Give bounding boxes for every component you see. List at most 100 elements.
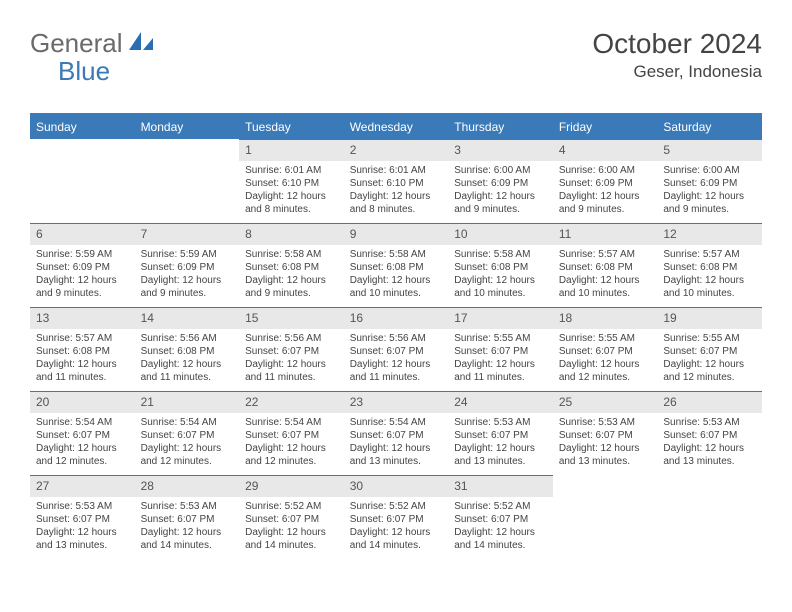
- calendar-week-row: 20Sunrise: 5:54 AMSunset: 6:07 PMDayligh…: [30, 391, 762, 475]
- daylight-text: Daylight: 12 hours and 8 minutes.: [245, 190, 338, 216]
- day-number: 1: [239, 139, 344, 161]
- calendar-cell: 9Sunrise: 5:58 AMSunset: 6:08 PMDaylight…: [344, 223, 449, 307]
- day-number: 29: [239, 475, 344, 497]
- day-number: 3: [448, 139, 553, 161]
- sunset-text: Sunset: 6:07 PM: [245, 429, 338, 442]
- daylight-text: Daylight: 12 hours and 9 minutes.: [454, 190, 547, 216]
- sunset-text: Sunset: 6:07 PM: [245, 513, 338, 526]
- sunset-text: Sunset: 6:10 PM: [350, 177, 443, 190]
- sunrise-text: Sunrise: 5:52 AM: [245, 500, 338, 513]
- day-number: 21: [135, 391, 240, 413]
- daylight-text: Daylight: 12 hours and 11 minutes.: [454, 358, 547, 384]
- day-body: Sunrise: 5:54 AMSunset: 6:07 PMDaylight:…: [30, 413, 135, 472]
- daylight-text: Daylight: 12 hours and 12 minutes.: [141, 442, 234, 468]
- calendar-cell: 6Sunrise: 5:59 AMSunset: 6:09 PMDaylight…: [30, 223, 135, 307]
- sunrise-text: Sunrise: 5:58 AM: [454, 248, 547, 261]
- day-body: Sunrise: 5:56 AMSunset: 6:08 PMDaylight:…: [135, 329, 240, 388]
- daylight-text: Daylight: 12 hours and 14 minutes.: [454, 526, 547, 552]
- sunset-text: Sunset: 6:07 PM: [454, 429, 547, 442]
- sunrise-text: Sunrise: 5:57 AM: [559, 248, 652, 261]
- daylight-text: Daylight: 12 hours and 9 minutes.: [245, 274, 338, 300]
- day-number: 4: [553, 139, 658, 161]
- day-body: Sunrise: 5:59 AMSunset: 6:09 PMDaylight:…: [135, 245, 240, 304]
- calendar-cell: 26Sunrise: 5:53 AMSunset: 6:07 PMDayligh…: [657, 391, 762, 475]
- daylight-text: Daylight: 12 hours and 11 minutes.: [36, 358, 129, 384]
- weekday-saturday: Saturday: [657, 114, 762, 139]
- calendar-cell: 16Sunrise: 5:56 AMSunset: 6:07 PMDayligh…: [344, 307, 449, 391]
- sunrise-text: Sunrise: 5:55 AM: [454, 332, 547, 345]
- daylight-text: Daylight: 12 hours and 9 minutes.: [36, 274, 129, 300]
- sunset-text: Sunset: 6:10 PM: [245, 177, 338, 190]
- calendar-cell: 11Sunrise: 5:57 AMSunset: 6:08 PMDayligh…: [553, 223, 658, 307]
- day-body: Sunrise: 5:56 AMSunset: 6:07 PMDaylight:…: [344, 329, 449, 388]
- day-number: 6: [30, 223, 135, 245]
- daylight-text: Daylight: 12 hours and 12 minutes.: [36, 442, 129, 468]
- sunrise-text: Sunrise: 5:54 AM: [141, 416, 234, 429]
- calendar-cell: [553, 475, 658, 559]
- logo-blue: Blue: [58, 56, 110, 86]
- day-body: Sunrise: 6:00 AMSunset: 6:09 PMDaylight:…: [448, 161, 553, 220]
- calendar-cell: 30Sunrise: 5:52 AMSunset: 6:07 PMDayligh…: [344, 475, 449, 559]
- calendar-cell: 15Sunrise: 5:56 AMSunset: 6:07 PMDayligh…: [239, 307, 344, 391]
- day-body: Sunrise: 5:54 AMSunset: 6:07 PMDaylight:…: [344, 413, 449, 472]
- daylight-text: Daylight: 12 hours and 11 minutes.: [350, 358, 443, 384]
- day-body: Sunrise: 5:57 AMSunset: 6:08 PMDaylight:…: [30, 329, 135, 388]
- weekday-sunday: Sunday: [30, 114, 135, 139]
- day-body: Sunrise: 6:01 AMSunset: 6:10 PMDaylight:…: [239, 161, 344, 220]
- daylight-text: Daylight: 12 hours and 11 minutes.: [141, 358, 234, 384]
- sunrise-text: Sunrise: 5:59 AM: [141, 248, 234, 261]
- day-number: 23: [344, 391, 449, 413]
- sunrise-text: Sunrise: 5:56 AM: [141, 332, 234, 345]
- sunrise-text: Sunrise: 5:55 AM: [663, 332, 756, 345]
- calendar-cell: 2Sunrise: 6:01 AMSunset: 6:10 PMDaylight…: [344, 139, 449, 223]
- calendar-cell: 7Sunrise: 5:59 AMSunset: 6:09 PMDaylight…: [135, 223, 240, 307]
- calendar-week-row: 27Sunrise: 5:53 AMSunset: 6:07 PMDayligh…: [30, 475, 762, 559]
- calendar-cell: 23Sunrise: 5:54 AMSunset: 6:07 PMDayligh…: [344, 391, 449, 475]
- sunrise-text: Sunrise: 6:01 AM: [245, 164, 338, 177]
- day-number: 25: [553, 391, 658, 413]
- calendar-cell: 18Sunrise: 5:55 AMSunset: 6:07 PMDayligh…: [553, 307, 658, 391]
- day-body: Sunrise: 5:56 AMSunset: 6:07 PMDaylight:…: [239, 329, 344, 388]
- day-body: Sunrise: 5:52 AMSunset: 6:07 PMDaylight:…: [448, 497, 553, 556]
- day-body: Sunrise: 5:53 AMSunset: 6:07 PMDaylight:…: [135, 497, 240, 556]
- day-number: 31: [448, 475, 553, 497]
- sunrise-text: Sunrise: 6:00 AM: [663, 164, 756, 177]
- sunset-text: Sunset: 6:07 PM: [350, 429, 443, 442]
- calendar-cell: 19Sunrise: 5:55 AMSunset: 6:07 PMDayligh…: [657, 307, 762, 391]
- daylight-text: Daylight: 12 hours and 14 minutes.: [350, 526, 443, 552]
- sunset-text: Sunset: 6:08 PM: [141, 345, 234, 358]
- sunrise-text: Sunrise: 5:53 AM: [36, 500, 129, 513]
- calendar-cell: 24Sunrise: 5:53 AMSunset: 6:07 PMDayligh…: [448, 391, 553, 475]
- daylight-text: Daylight: 12 hours and 10 minutes.: [350, 274, 443, 300]
- sunrise-text: Sunrise: 5:53 AM: [559, 416, 652, 429]
- calendar-cell: 21Sunrise: 5:54 AMSunset: 6:07 PMDayligh…: [135, 391, 240, 475]
- day-number: 15: [239, 307, 344, 329]
- calendar-cell: 27Sunrise: 5:53 AMSunset: 6:07 PMDayligh…: [30, 475, 135, 559]
- day-number: 30: [344, 475, 449, 497]
- day-number: 8: [239, 223, 344, 245]
- calendar-cell: 29Sunrise: 5:52 AMSunset: 6:07 PMDayligh…: [239, 475, 344, 559]
- daylight-text: Daylight: 12 hours and 10 minutes.: [559, 274, 652, 300]
- title-block: October 2024 Geser, Indonesia: [592, 28, 762, 82]
- day-number: 11: [553, 223, 658, 245]
- calendar-week-row: 13Sunrise: 5:57 AMSunset: 6:08 PMDayligh…: [30, 307, 762, 391]
- weekday-header-row: Sunday Monday Tuesday Wednesday Thursday…: [30, 114, 762, 139]
- day-body: Sunrise: 5:53 AMSunset: 6:07 PMDaylight:…: [448, 413, 553, 472]
- daylight-text: Daylight: 12 hours and 9 minutes.: [663, 190, 756, 216]
- sunrise-text: Sunrise: 5:56 AM: [350, 332, 443, 345]
- sunset-text: Sunset: 6:07 PM: [141, 513, 234, 526]
- day-body: Sunrise: 5:58 AMSunset: 6:08 PMDaylight:…: [448, 245, 553, 304]
- daylight-text: Daylight: 12 hours and 8 minutes.: [350, 190, 443, 216]
- weekday-wednesday: Wednesday: [344, 114, 449, 139]
- day-number: 16: [344, 307, 449, 329]
- day-body: Sunrise: 6:01 AMSunset: 6:10 PMDaylight:…: [344, 161, 449, 220]
- sunset-text: Sunset: 6:08 PM: [245, 261, 338, 274]
- daylight-text: Daylight: 12 hours and 11 minutes.: [245, 358, 338, 384]
- sunrise-text: Sunrise: 5:53 AM: [663, 416, 756, 429]
- daylight-text: Daylight: 12 hours and 13 minutes.: [559, 442, 652, 468]
- calendar-cell: [30, 139, 135, 223]
- sunset-text: Sunset: 6:08 PM: [36, 345, 129, 358]
- sunset-text: Sunset: 6:07 PM: [36, 429, 129, 442]
- weekday-thursday: Thursday: [448, 114, 553, 139]
- daylight-text: Daylight: 12 hours and 9 minutes.: [141, 274, 234, 300]
